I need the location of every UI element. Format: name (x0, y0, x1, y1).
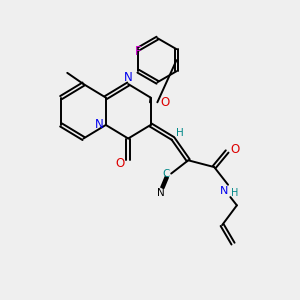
Text: C: C (162, 169, 169, 178)
Text: O: O (115, 157, 124, 170)
Text: H: H (176, 128, 183, 138)
Text: N: N (219, 186, 228, 196)
Text: N: N (95, 118, 104, 131)
Text: O: O (160, 96, 169, 109)
Text: N: N (124, 71, 133, 84)
Text: O: O (230, 143, 239, 157)
Text: H: H (231, 188, 238, 198)
Text: N: N (157, 188, 165, 198)
Text: F: F (135, 45, 142, 58)
